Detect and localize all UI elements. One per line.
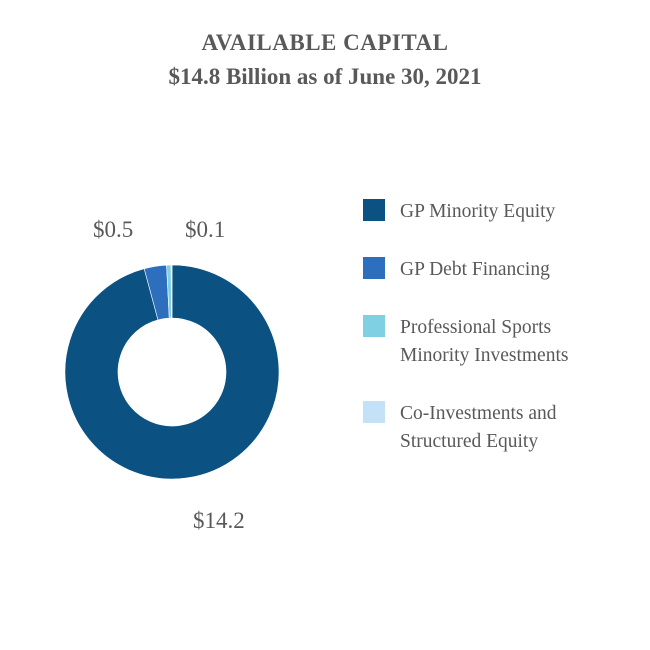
legend-swatch [363, 315, 385, 337]
legend-swatch [363, 257, 385, 279]
chart-subtitle: $14.8 Billion as of June 30, 2021 [168, 64, 482, 89]
chart-title: AVAILABLE CAPITAL [201, 30, 449, 55]
legend-label: GP Minority Equity [400, 201, 556, 222]
legend-swatch [363, 199, 385, 221]
legend-swatch [363, 401, 385, 423]
donut-slice-gp-minority-equity [64, 264, 280, 480]
data-label-gp-minority-equity: $14.2 [193, 508, 245, 533]
legend-label: Co-Investments and Structured Equity [400, 403, 557, 452]
legend-item-gp-debt-financing: GP Debt Financing [363, 256, 550, 284]
data-label-professional-sports: $0.1 [185, 217, 226, 242]
donut-slice-co-investments-and-structured-equity [170, 264, 173, 319]
legend-item-professional-sports: Professional Sports Minority Investments [363, 314, 568, 370]
legend-label: GP Debt Financing [400, 259, 550, 280]
legend-label: Professional Sports Minority Investments [400, 317, 569, 366]
legend-item-co-investments: Co-Investments and Structured Equity [363, 400, 557, 456]
legend-item-gp-minority-equity: GP Minority Equity [363, 198, 555, 226]
data-label-gp-debt-financing: $0.5 [93, 217, 134, 242]
